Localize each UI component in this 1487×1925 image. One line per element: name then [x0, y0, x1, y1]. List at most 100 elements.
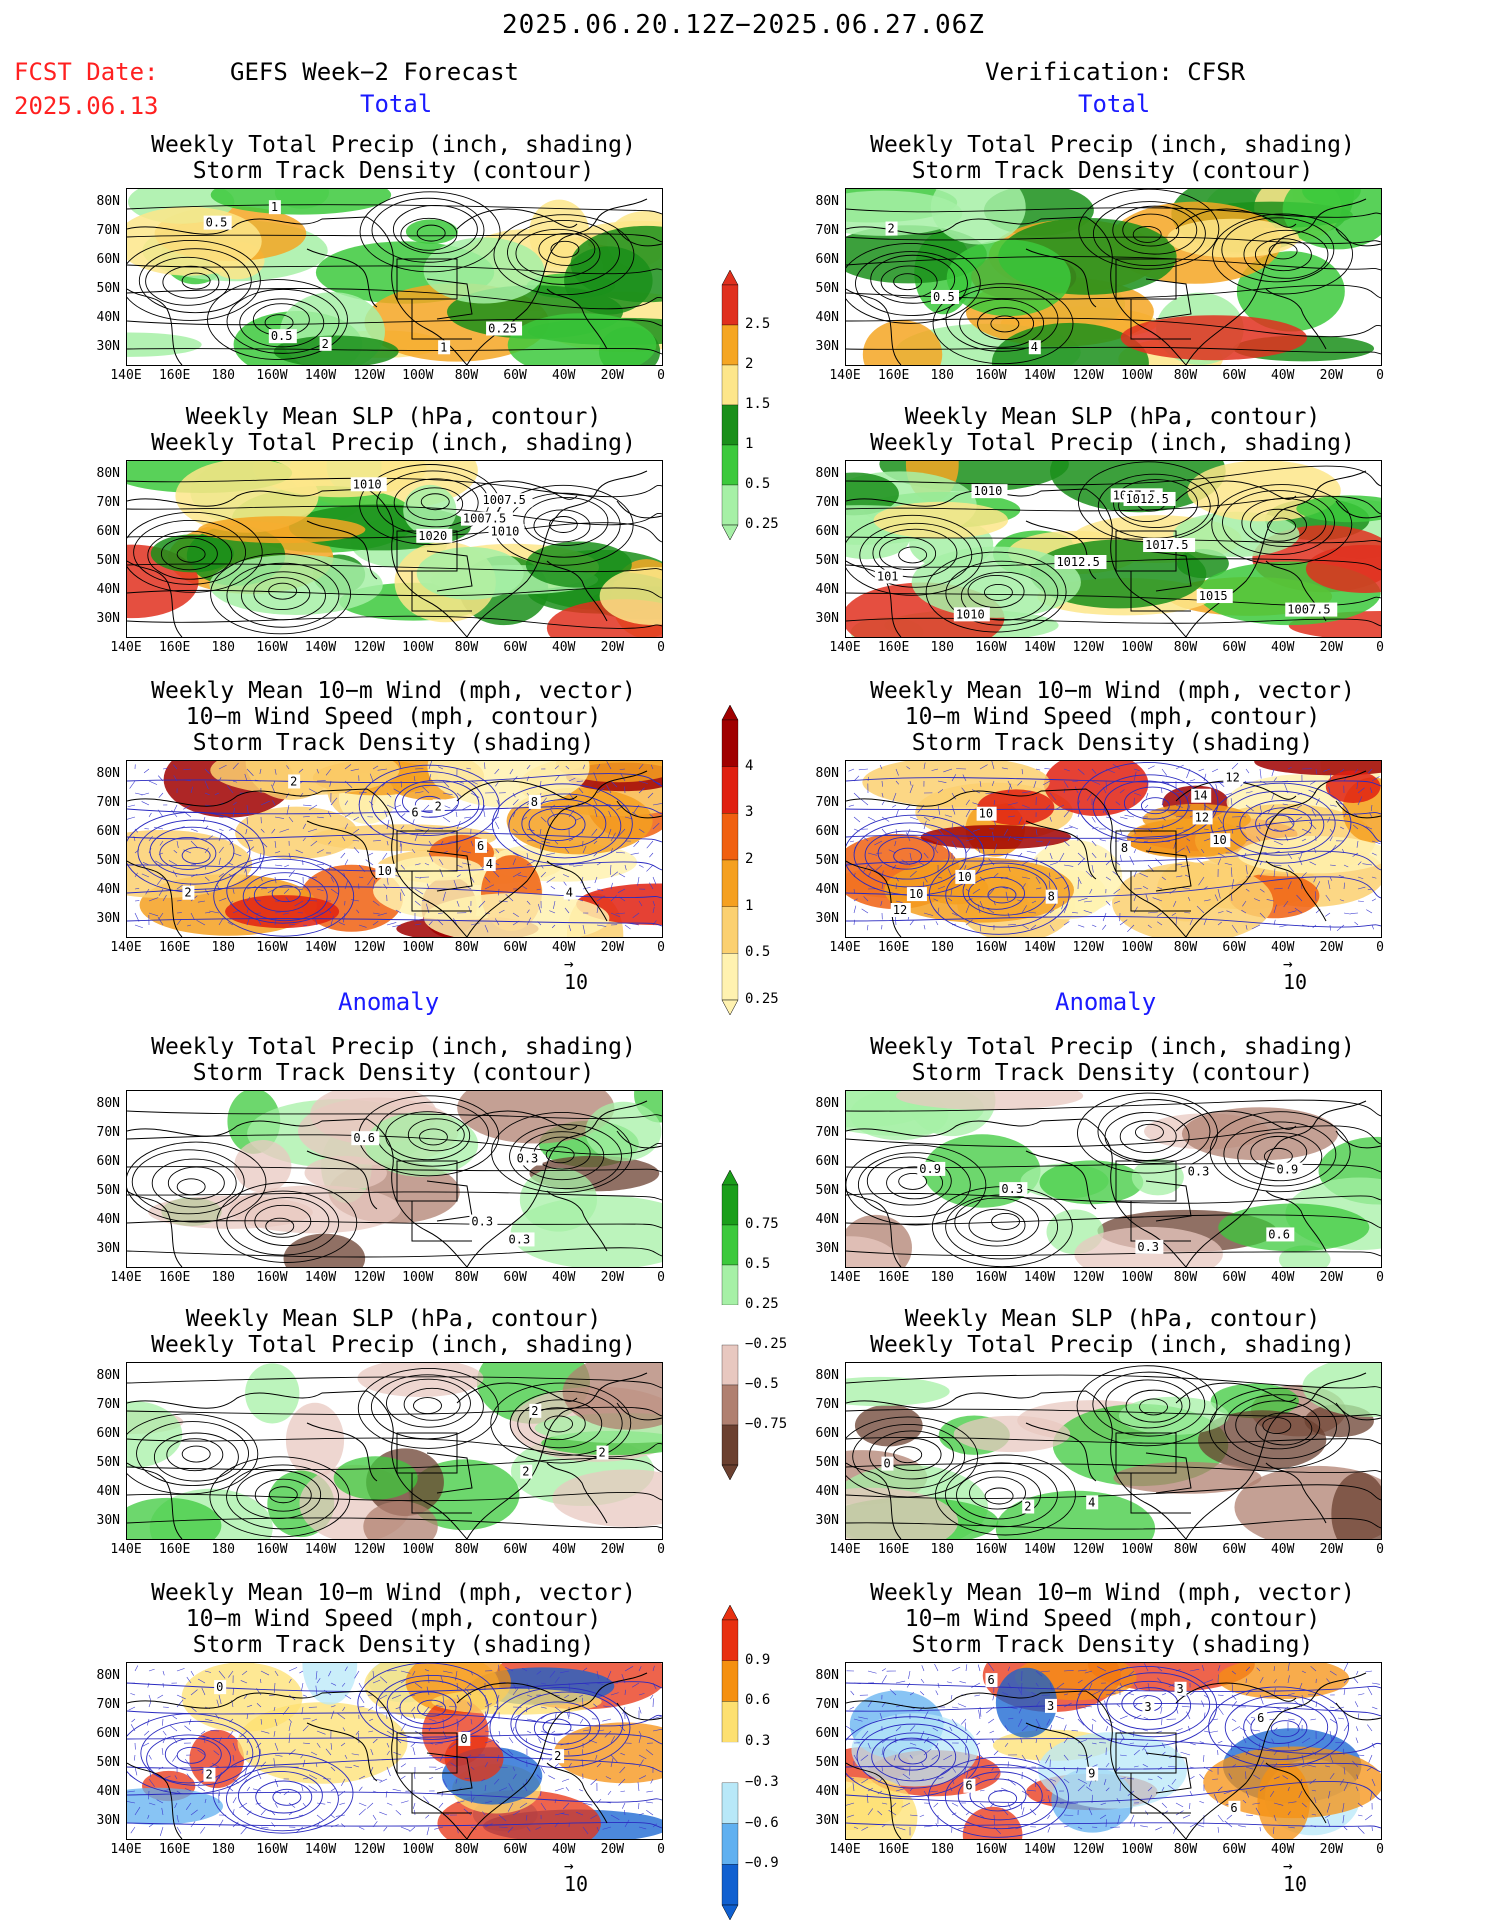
- lon-tick-label: 120W: [1072, 368, 1104, 383]
- colorbar-tick-label: 2: [745, 851, 754, 867]
- lat-tick-label: 70N: [815, 1125, 839, 1140]
- lat-tick-label: 70N: [815, 495, 839, 510]
- colorbar-storm_anom: [720, 1604, 740, 1924]
- svg-text:101: 101: [877, 569, 899, 583]
- coastline-outline: [127, 470, 662, 637]
- svg-text:0: 0: [216, 1680, 223, 1694]
- svg-text:1010: 1010: [491, 524, 520, 538]
- verification-anom-slp-map: 4 2 0: [845, 1362, 1382, 1540]
- svg-text:1: 1: [271, 200, 278, 214]
- lat-tick-label: 40N: [96, 582, 120, 597]
- contour-label: 6: [1228, 1800, 1241, 1815]
- lon-tick-label: 160W: [256, 1842, 288, 1857]
- contour-label: 12: [1192, 810, 1213, 825]
- svg-text:0.25: 0.25: [488, 322, 517, 336]
- svg-text:0.9: 0.9: [1277, 1163, 1299, 1177]
- verification-anom-wind-map: 6 3 6 3 9 6 3 6: [845, 1662, 1382, 1840]
- colorbar-segment: [721, 364, 739, 406]
- lat-tick-label: 50N: [96, 553, 120, 568]
- lon-tick-label: 20W: [600, 1842, 625, 1857]
- svg-text:0.3: 0.3: [471, 1215, 493, 1229]
- coastline-outline: [846, 1100, 1381, 1267]
- lon-tick-label: 80W: [1173, 640, 1198, 655]
- lon-tick-label: 100W: [402, 1270, 434, 1285]
- svg-text:1012.5: 1012.5: [1126, 492, 1169, 506]
- contour-lines: [127, 191, 662, 360]
- lat-tick-label: 40N: [815, 882, 839, 897]
- shading-field: [148, 1091, 662, 1267]
- contour-label: 1017.5: [1143, 538, 1196, 553]
- contour-label: 8: [1118, 840, 1131, 855]
- lon-tick-label: 40W: [551, 1270, 576, 1285]
- contour-lines: [127, 464, 662, 635]
- svg-text:1015: 1015: [1199, 589, 1228, 603]
- svg-text:0.5: 0.5: [933, 290, 955, 304]
- lon-tick-label: 120W: [353, 1842, 385, 1857]
- svg-text:4: 4: [1088, 1495, 1095, 1509]
- lon-tick-label: 20W: [1319, 1542, 1344, 1557]
- lon-tick-label: 140E: [110, 940, 142, 955]
- vector-reference: → 10: [1283, 954, 1308, 995]
- colorbar-segment: [721, 1823, 739, 1865]
- svg-text:14: 14: [1193, 789, 1207, 803]
- lat-tick-label: 30N: [815, 911, 839, 926]
- svg-text:0.6: 0.6: [353, 1131, 375, 1145]
- contour-label: 0.5: [203, 215, 232, 230]
- lon-tick-label: 80W: [1173, 1270, 1198, 1285]
- panel-title: Weekly Mean 10−m Wind (mph, vector) 10−m…: [151, 1580, 636, 1658]
- colorbar-tick-label: −0.6: [745, 1814, 779, 1831]
- coastline-outline: [846, 770, 1381, 937]
- lon-tick-label: 140W: [1023, 1270, 1056, 1285]
- forecast-anom-storm-map: 0.6 0.3 0.3 0.3: [126, 1090, 663, 1268]
- lon-tick-label: 160W: [975, 1542, 1007, 1557]
- contour-label: 0.3: [506, 1232, 535, 1247]
- lon-tick-label: 20W: [1319, 640, 1344, 655]
- lon-tick-label: 120W: [353, 1542, 385, 1557]
- lat-tick-label: 60N: [815, 252, 839, 267]
- vector-reference: → 10: [564, 1856, 589, 1897]
- lat-tick-label: 30N: [96, 1813, 120, 1828]
- lat-tick-label: 50N: [815, 281, 839, 296]
- colorbar-cap-top: [721, 704, 739, 721]
- svg-text:1017.5: 1017.5: [1145, 538, 1188, 552]
- colorbar-segment: [721, 324, 739, 366]
- right-total-label: Total: [1078, 90, 1151, 118]
- contour-label: 1: [268, 200, 281, 215]
- lon-tick-label: 180: [930, 1542, 955, 1557]
- lon-tick-label: 140E: [829, 1842, 861, 1857]
- lon-tick-label: 20W: [600, 1270, 625, 1285]
- colorbar-tick-label: −0.25: [745, 1336, 788, 1352]
- lon-tick-label: 100W: [1121, 1842, 1153, 1857]
- lon-tick-label: 100W: [1121, 368, 1153, 383]
- lon-tick-label: 60W: [1222, 368, 1246, 383]
- lat-tick-label: 30N: [815, 339, 839, 354]
- shading-field: [846, 1663, 1381, 1839]
- svg-text:12: 12: [1195, 810, 1209, 824]
- contour-labels: 1012.510101007.5101510101007.51012.51017…: [874, 484, 1338, 622]
- lat-tick-label: 30N: [96, 911, 120, 926]
- lat-tick-label: 30N: [96, 1241, 120, 1256]
- lon-tick-label: 80W: [454, 640, 479, 655]
- contour-lines: [127, 1367, 662, 1538]
- lat-tick-label: 60N: [96, 1154, 120, 1169]
- panel-title: Weekly Total Precip (inch, shading) Stor…: [151, 132, 636, 184]
- lon-tick-label: 180: [930, 1270, 955, 1285]
- svg-text:1010: 1010: [956, 607, 985, 621]
- lon-tick-label: 20W: [600, 368, 625, 383]
- lon-tick-label: 160E: [877, 368, 910, 383]
- contour-label: 2: [596, 1445, 609, 1460]
- colorbar-tick-label: 2.5: [745, 316, 771, 332]
- contour-label: 10: [906, 887, 927, 902]
- right-column-title: Verification: CFSR: [985, 58, 1246, 86]
- lon-tick-label: 160W: [256, 1270, 288, 1285]
- lat-tick-label: 30N: [815, 611, 839, 626]
- lon-tick-label: 140W: [1023, 940, 1056, 955]
- contour-label: 2: [432, 799, 445, 814]
- lon-tick-label: 120W: [1072, 1542, 1104, 1557]
- svg-text:2: 2: [205, 1768, 212, 1782]
- lon-tick-label: 160W: [975, 1270, 1007, 1285]
- lon-tick-label: 20W: [1319, 1842, 1344, 1857]
- contour-label: 0: [214, 1680, 227, 1695]
- lat-tick-label: 80N: [96, 1096, 120, 1111]
